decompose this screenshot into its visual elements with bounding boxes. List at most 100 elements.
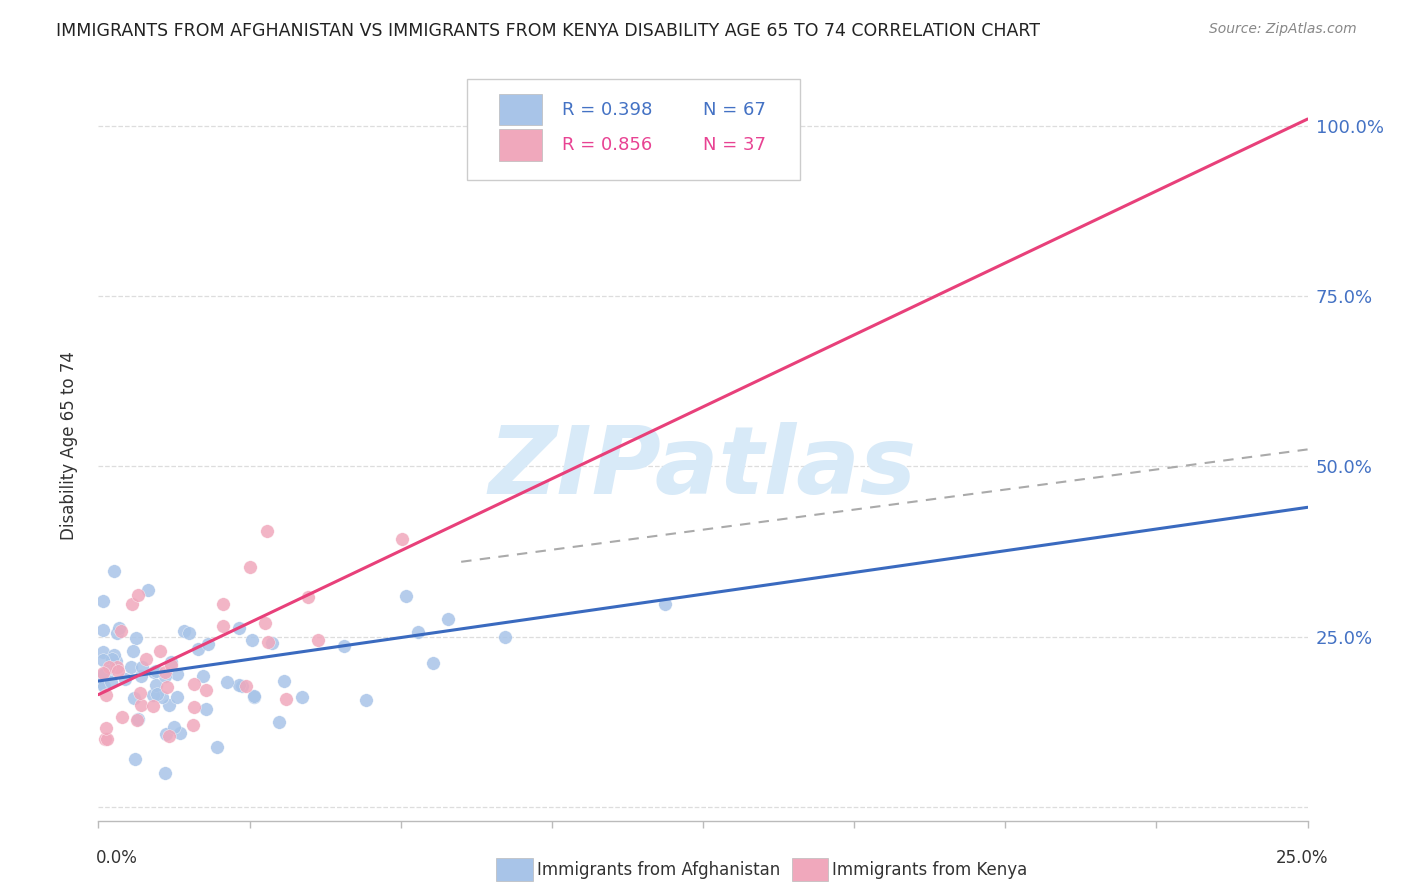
Point xyxy=(100,675,122,690)
Point xyxy=(260,636,283,650)
Point xyxy=(181,718,204,732)
Point xyxy=(267,715,290,730)
Point xyxy=(91,668,114,682)
Point xyxy=(157,698,180,712)
Point xyxy=(93,679,115,693)
Point xyxy=(125,631,148,645)
Text: Immigrants from Kenya: Immigrants from Kenya xyxy=(832,861,1028,879)
Point xyxy=(273,674,295,689)
Point xyxy=(108,621,131,635)
FancyBboxPatch shape xyxy=(499,129,543,161)
Point xyxy=(160,658,183,673)
Point xyxy=(157,729,180,743)
Point xyxy=(145,664,167,678)
Point xyxy=(153,669,176,683)
Text: N = 67: N = 67 xyxy=(703,101,766,119)
Point xyxy=(114,672,136,686)
Point xyxy=(169,726,191,740)
Point xyxy=(333,639,356,653)
Point xyxy=(127,588,149,602)
Point xyxy=(105,659,128,673)
Point xyxy=(243,690,266,705)
Text: R = 0.398: R = 0.398 xyxy=(561,101,652,119)
Point xyxy=(155,727,177,741)
Point xyxy=(297,590,319,604)
Point xyxy=(183,700,205,714)
Point xyxy=(111,710,134,724)
Point xyxy=(91,623,114,637)
Point xyxy=(307,633,329,648)
Point xyxy=(422,656,444,670)
Point xyxy=(100,652,122,666)
Point xyxy=(142,688,165,702)
Point xyxy=(91,645,114,659)
Point xyxy=(149,643,172,657)
Point xyxy=(153,766,176,780)
Point xyxy=(103,564,125,578)
Text: IMMIGRANTS FROM AFGHANISTAN VS IMMIGRANTS FROM KENYA DISABILITY AGE 65 TO 74 COR: IMMIGRANTS FROM AFGHANISTAN VS IMMIGRANT… xyxy=(56,22,1040,40)
FancyBboxPatch shape xyxy=(499,94,543,125)
Point xyxy=(212,618,235,632)
Point xyxy=(143,665,166,679)
Point xyxy=(187,642,209,657)
Text: ZIPatlas: ZIPatlas xyxy=(489,423,917,515)
Point xyxy=(91,666,114,681)
Point xyxy=(354,693,377,707)
Point xyxy=(136,582,159,597)
Point xyxy=(240,633,263,648)
Point xyxy=(166,667,188,681)
Point xyxy=(142,699,165,714)
Point xyxy=(110,624,132,638)
Point xyxy=(256,524,278,538)
Point xyxy=(125,713,148,727)
Point xyxy=(162,721,184,735)
Point xyxy=(191,668,214,682)
Point xyxy=(253,616,276,631)
Point xyxy=(91,594,114,608)
Point xyxy=(231,679,253,693)
Point xyxy=(239,559,262,574)
Point xyxy=(494,630,516,644)
Point xyxy=(156,681,179,695)
Point xyxy=(103,648,125,662)
Point xyxy=(131,659,153,673)
Text: Immigrants from Afghanistan: Immigrants from Afghanistan xyxy=(537,861,780,879)
Point xyxy=(120,660,142,674)
Point xyxy=(122,691,145,706)
Point xyxy=(98,660,121,674)
Point xyxy=(127,712,149,726)
Point xyxy=(122,643,145,657)
Point xyxy=(211,597,233,611)
Point xyxy=(195,701,218,715)
Point xyxy=(228,621,250,635)
Point xyxy=(96,721,118,735)
Point xyxy=(145,678,167,692)
Point xyxy=(291,690,314,705)
Point xyxy=(153,665,176,679)
Point xyxy=(235,679,257,693)
Point xyxy=(166,690,188,704)
Point xyxy=(91,678,114,692)
Point xyxy=(129,698,152,712)
Point xyxy=(124,752,146,766)
Point xyxy=(105,654,128,668)
Point xyxy=(394,589,416,603)
Point xyxy=(228,678,250,692)
Point xyxy=(159,655,181,669)
Point xyxy=(121,597,143,611)
Point xyxy=(93,731,115,746)
Point xyxy=(197,638,219,652)
Point xyxy=(129,669,152,683)
Point xyxy=(94,688,117,702)
Point xyxy=(105,626,128,640)
Point xyxy=(135,652,157,666)
Text: 25.0%: 25.0% xyxy=(1277,849,1329,867)
Point xyxy=(150,690,173,705)
Point xyxy=(173,624,195,638)
FancyBboxPatch shape xyxy=(467,78,800,180)
Point xyxy=(274,692,297,706)
Point xyxy=(437,612,460,626)
Point xyxy=(129,686,152,700)
Point xyxy=(205,739,228,754)
Point xyxy=(391,532,413,546)
